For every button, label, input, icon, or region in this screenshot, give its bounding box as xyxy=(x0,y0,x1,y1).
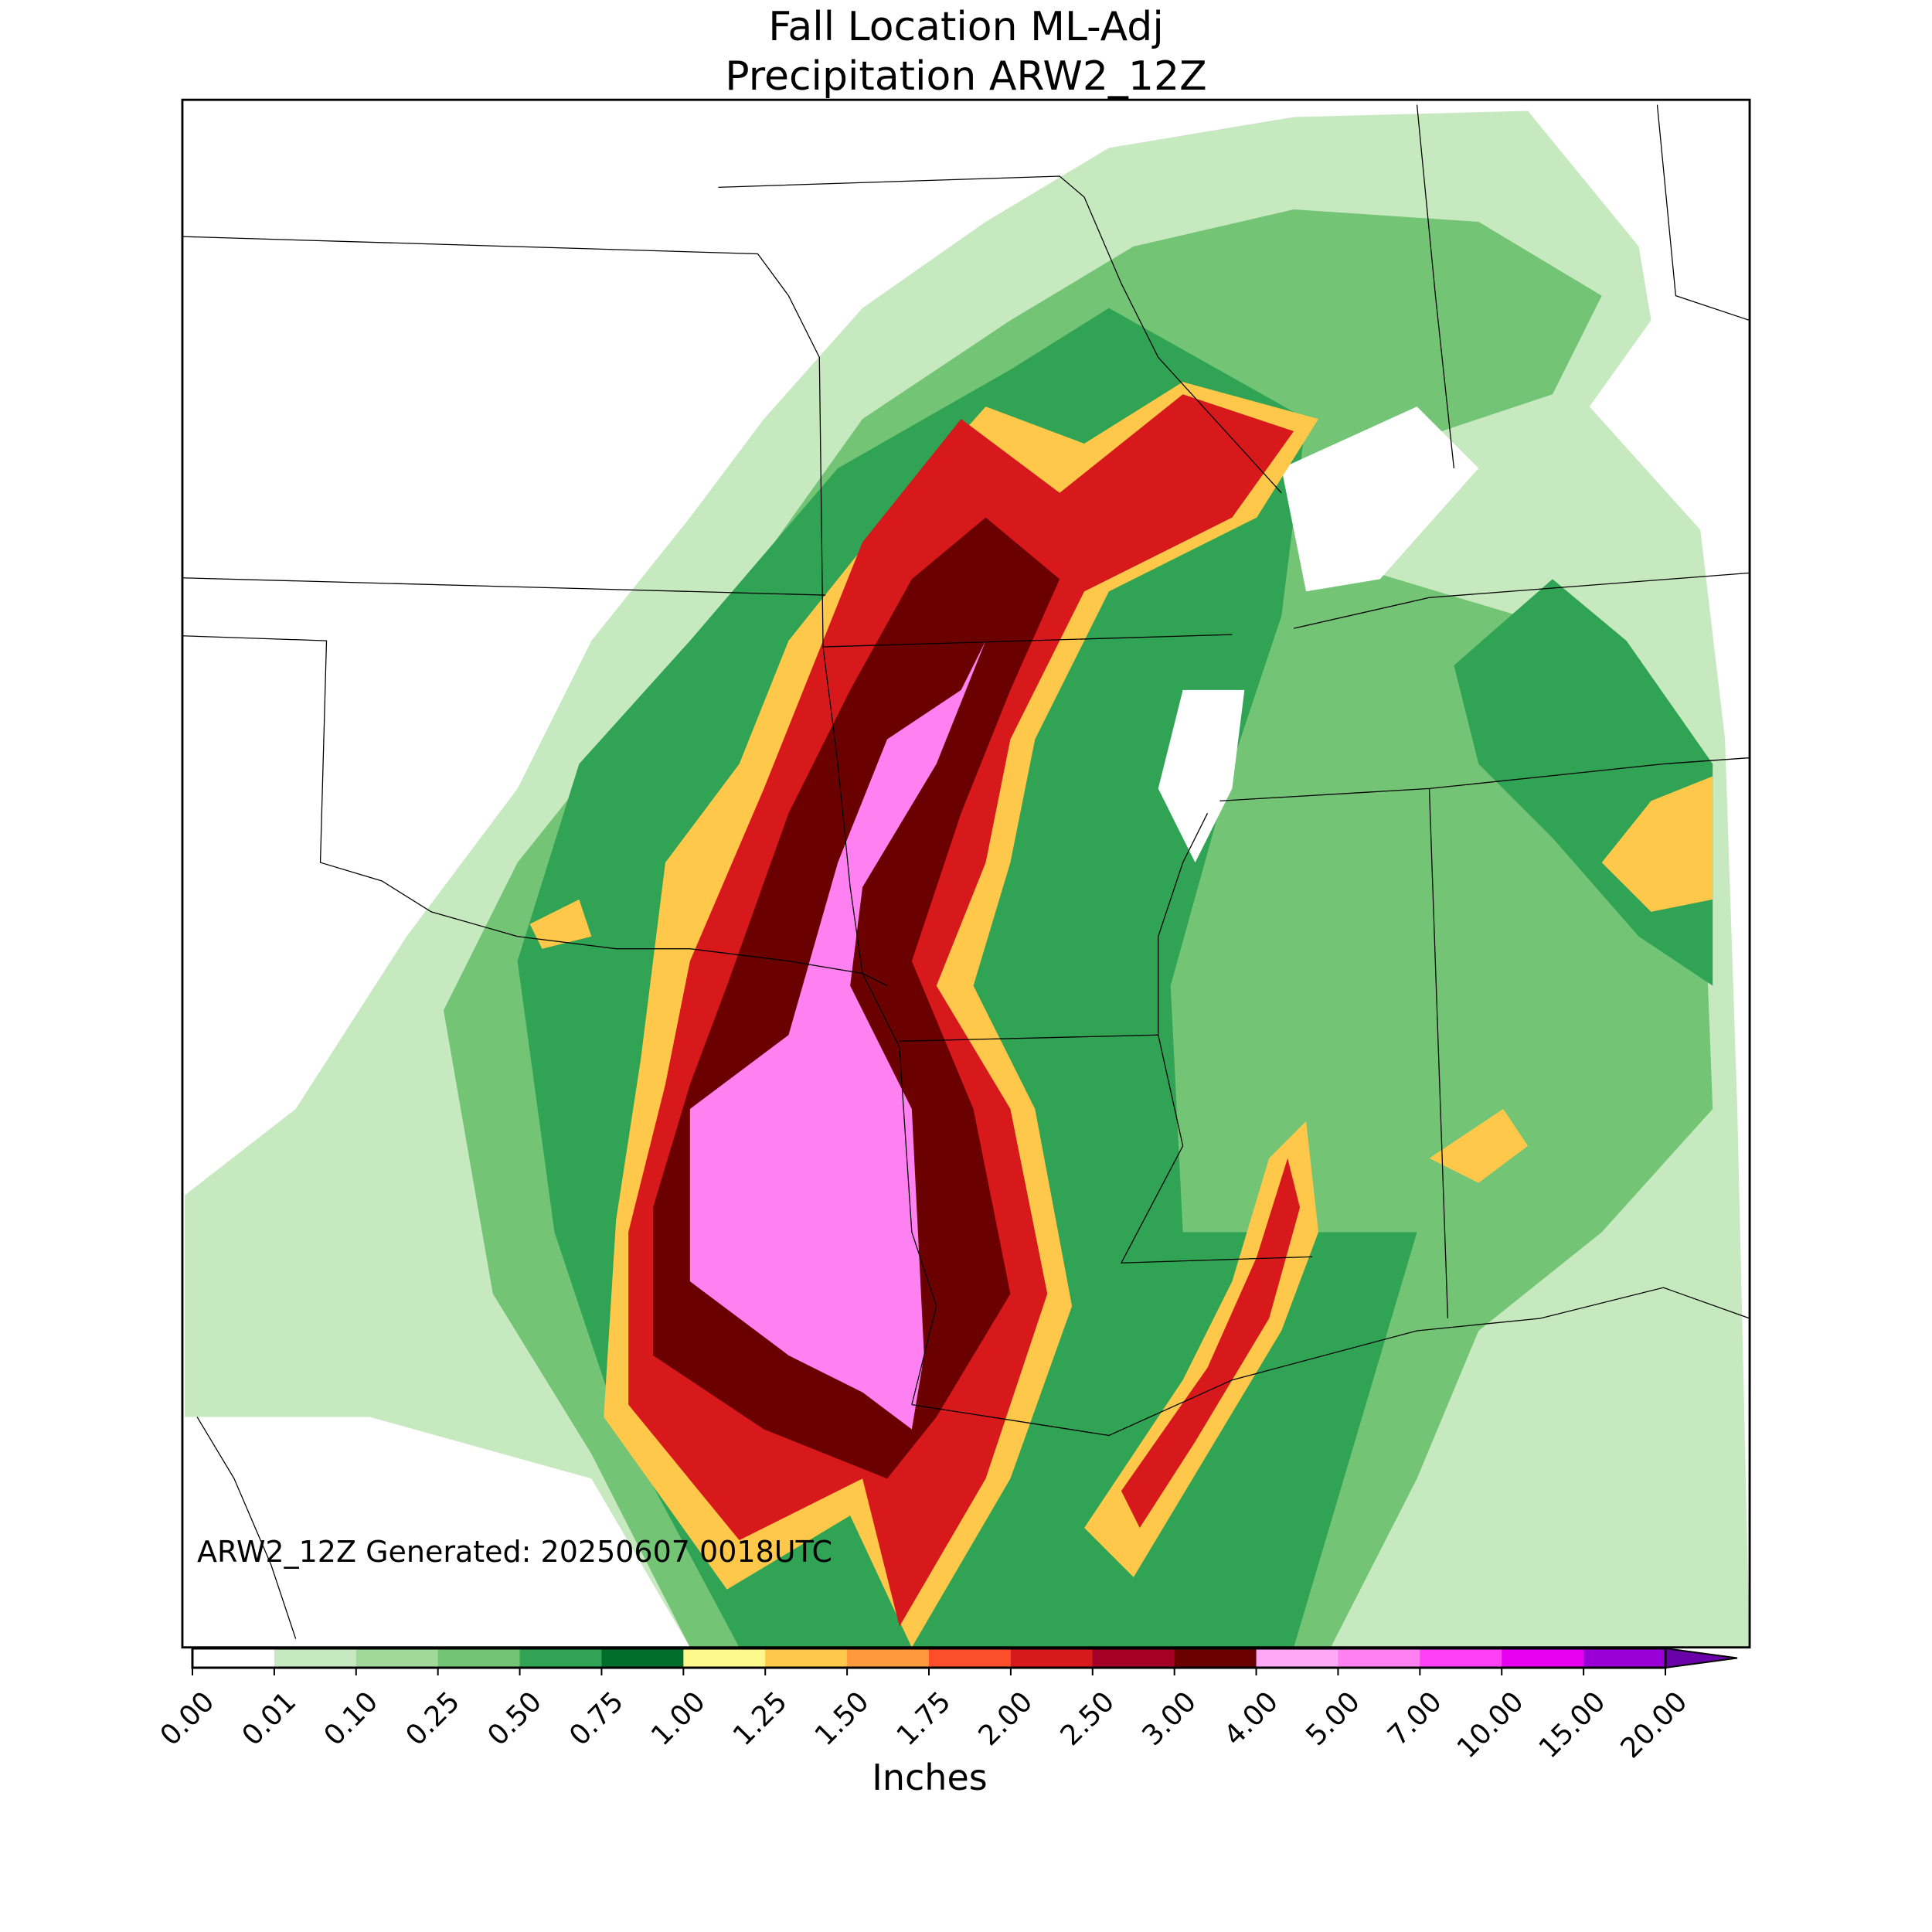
colorbar-segment xyxy=(1092,1648,1175,1668)
borders xyxy=(182,104,1750,1639)
colorbar-tick-label: 2.00 xyxy=(973,1685,1039,1752)
colorbar-segment xyxy=(1338,1648,1420,1668)
colorbar-segment xyxy=(192,1648,275,1668)
colorbar-tick-label: 5.00 xyxy=(1300,1685,1366,1752)
colorbar-segment xyxy=(274,1648,357,1668)
colorbar-tick-label: 1.75 xyxy=(891,1685,957,1752)
title-line: Fall Location ML-Adj xyxy=(768,4,1164,50)
colorbar-tick-label: 0.25 xyxy=(400,1685,466,1752)
colorbar-segment xyxy=(1420,1648,1502,1668)
colorbar-segment xyxy=(1256,1648,1338,1668)
colorbar-segment xyxy=(847,1648,930,1668)
colorbar-segment xyxy=(1174,1648,1257,1668)
colorbar-tick-label: 10.00 xyxy=(1451,1685,1530,1764)
colorbar-tick-label: 7.00 xyxy=(1382,1685,1448,1752)
colorbar-segment xyxy=(1502,1648,1584,1668)
map xyxy=(181,98,1751,1649)
colorbar-tick-label: 0.50 xyxy=(481,1685,548,1752)
colorbar-tick-label: 0.10 xyxy=(318,1685,385,1752)
colorbar-label: Inches xyxy=(872,1757,987,1798)
colorbar-tick-label: 15.00 xyxy=(1533,1685,1612,1764)
colorbar-tick-label: 4.00 xyxy=(1218,1685,1284,1752)
colorbar-extend xyxy=(1665,1647,1738,1669)
colorbar-segment xyxy=(519,1648,602,1668)
colorbar-tick-label: 0.00 xyxy=(155,1685,221,1752)
colorbar-segment xyxy=(437,1648,521,1668)
colorbar-tick-label: 1.00 xyxy=(645,1685,712,1752)
colorbar-tick-label: 0.01 xyxy=(236,1685,303,1752)
colorbar-segment xyxy=(355,1648,439,1668)
colorbar-tick-label: 2.50 xyxy=(1055,1685,1121,1752)
colorbar-tick-label: 3.00 xyxy=(1136,1685,1202,1752)
colorbar-tick-label: 1.50 xyxy=(809,1685,876,1752)
colorbar-segment xyxy=(929,1648,1012,1668)
colorbar-segment xyxy=(601,1648,684,1668)
colorbar-segment xyxy=(1010,1648,1094,1668)
colorbar-tick-label: 0.75 xyxy=(563,1685,630,1752)
title-line: Precipitation ARW2_12Z xyxy=(725,53,1206,100)
colorbar-segment xyxy=(765,1648,848,1668)
colorbar-segment xyxy=(1583,1648,1666,1668)
colorbar-tick-label: 1.25 xyxy=(727,1685,794,1752)
precip-field xyxy=(185,111,1750,1648)
colorbar: 0.00 0.01 0.10 0.25 0.50 0.75 1.00 1.25 1.50 1.75… xyxy=(155,1647,1738,1764)
annotation: ARW2_12Z Generated: 20250607 0018UTC xyxy=(197,1535,832,1569)
colorbar-segment xyxy=(683,1648,766,1668)
colorbar-tick-label: 20.00 xyxy=(1615,1685,1694,1764)
